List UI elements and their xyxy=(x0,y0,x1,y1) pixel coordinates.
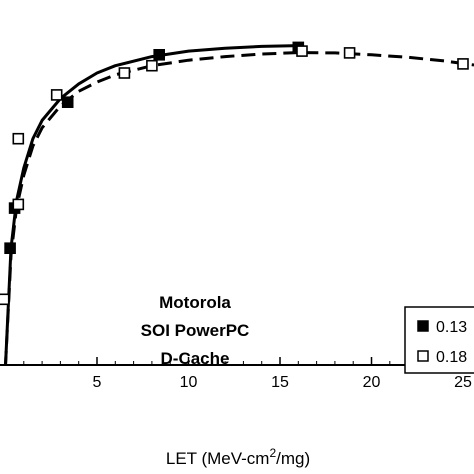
x-tick-label-5: 5 xyxy=(93,374,102,391)
x-axis-label-sup: 2 xyxy=(269,446,276,460)
fit-curves xyxy=(4,44,474,366)
legend-marker-0.13 xyxy=(417,320,429,332)
legend-box xyxy=(404,306,474,374)
x-tick-label-20: 20 xyxy=(363,374,381,391)
data-point-0.18-7 xyxy=(343,47,356,59)
fit-curve-0.13 xyxy=(4,44,299,366)
data-point-0.18-2 xyxy=(12,132,25,145)
x-axis-label-main: LET (MeV-cm xyxy=(166,449,270,468)
annotation-line-3: D-Cache xyxy=(161,349,230,368)
legend: 0.13 0.18 xyxy=(404,306,474,374)
chart-annotation: Motorola SOI PowerPC D-Cache xyxy=(141,293,250,368)
data-point-0.18-0 xyxy=(0,293,10,306)
x-axis-label: LET (MeV-cm2/mg) xyxy=(166,446,310,468)
annotation-line-1: Motorola xyxy=(159,293,231,312)
annotation-line-2: SOI PowerPC xyxy=(141,321,250,340)
data-point-0.13-0 xyxy=(4,242,16,254)
x-axis-label-tail: /mg) xyxy=(276,449,310,468)
fit-curve-0.18 xyxy=(4,51,474,366)
data-point-0.18-6 xyxy=(296,45,308,57)
x-tick-label-15: 15 xyxy=(271,374,289,391)
legend-label-0.18: 0.18 xyxy=(436,349,467,366)
data-markers xyxy=(0,41,469,306)
data-point-0.13-2 xyxy=(61,96,74,108)
x-tick-label-25: 25 xyxy=(454,374,472,391)
data-point-0.13-3 xyxy=(153,48,165,61)
legend-label-0.13: 0.13 xyxy=(436,319,467,336)
data-point-0.18-4 xyxy=(118,67,131,79)
data-point-0.18-3 xyxy=(50,89,63,101)
data-point-0.18-5 xyxy=(146,59,158,72)
x-tick-label-10: 10 xyxy=(180,374,198,391)
legend-marker-0.18 xyxy=(417,350,429,362)
data-point-0.18-8 xyxy=(457,58,469,70)
data-point-0.18-1 xyxy=(12,198,25,211)
